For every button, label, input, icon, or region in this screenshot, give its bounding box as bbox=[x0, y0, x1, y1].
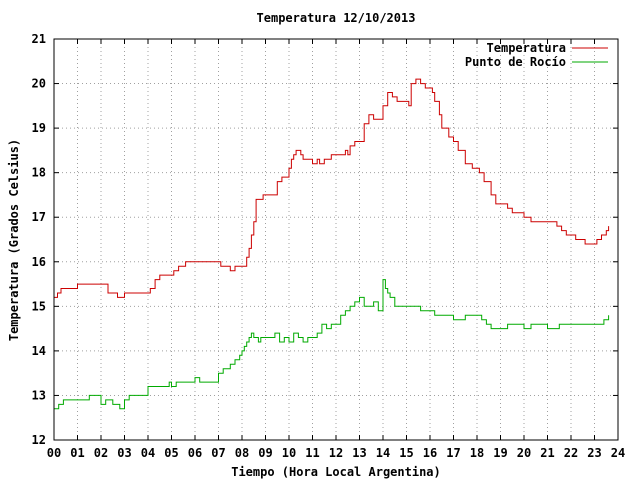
ticks bbox=[53, 38, 619, 441]
x-tick-label: 20 bbox=[517, 446, 531, 460]
x-tick-label: 16 bbox=[423, 446, 437, 460]
x-tick-label: 18 bbox=[470, 446, 484, 460]
y-tick-label: 13 bbox=[32, 388, 46, 402]
x-axis-label: Tiempo (Hora Local Argentina) bbox=[231, 465, 441, 479]
x-tick-label: 23 bbox=[587, 446, 601, 460]
x-tick-label: 07 bbox=[211, 446, 225, 460]
y-tick-label: 20 bbox=[32, 77, 46, 91]
x-tick-label: 05 bbox=[164, 446, 178, 460]
grid bbox=[54, 39, 618, 440]
y-axis-label: Temperatura (Grados Celsius) bbox=[7, 139, 21, 341]
x-tick-label: 03 bbox=[117, 446, 131, 460]
x-tick-label: 13 bbox=[352, 446, 366, 460]
x-tick-label: 19 bbox=[493, 446, 507, 460]
dew-point-series-line bbox=[54, 279, 610, 410]
x-tick-label: 08 bbox=[235, 446, 249, 460]
y-tick-label: 16 bbox=[32, 255, 46, 269]
x-tick-label: 09 bbox=[258, 446, 272, 460]
x-tick-label: 10 bbox=[282, 446, 296, 460]
x-tick-label: 17 bbox=[446, 446, 460, 460]
y-tick-label: 15 bbox=[32, 299, 46, 313]
series-layer bbox=[54, 78, 610, 410]
x-tick-label: 01 bbox=[70, 446, 84, 460]
x-tick-label: 24 bbox=[611, 446, 625, 460]
x-tick-label: 21 bbox=[540, 446, 554, 460]
temperature-legend-label: Temperatura bbox=[487, 41, 566, 55]
x-tick-label: 02 bbox=[94, 446, 108, 460]
dew-point-legend-label: Punto de Rocío bbox=[465, 55, 566, 69]
x-tick-label: 06 bbox=[188, 446, 202, 460]
x-tick-label: 04 bbox=[141, 446, 155, 460]
x-tick-label: 15 bbox=[399, 446, 413, 460]
x-tick-label: 12 bbox=[329, 446, 343, 460]
x-tick-label: 14 bbox=[376, 446, 390, 460]
tick-labels: 00 01 02 03 04 05 06 07 08 09 10 11 12 13 14 15 16 17 18 19… bbox=[32, 32, 626, 460]
y-tick-label: 19 bbox=[32, 121, 46, 135]
y-tick-label: 18 bbox=[32, 166, 46, 180]
x-tick-label: 00 bbox=[47, 446, 61, 460]
y-tick-label: 12 bbox=[32, 433, 46, 447]
x-tick-label: 22 bbox=[564, 446, 578, 460]
y-tick-label: 21 bbox=[32, 32, 46, 46]
chart-title: Temperatura 12/10/2013 bbox=[257, 11, 416, 25]
y-tick-label: 17 bbox=[32, 210, 46, 224]
y-tick-label: 14 bbox=[32, 344, 46, 358]
temperature-series-line bbox=[54, 78, 610, 298]
x-tick-label: 11 bbox=[305, 446, 319, 460]
